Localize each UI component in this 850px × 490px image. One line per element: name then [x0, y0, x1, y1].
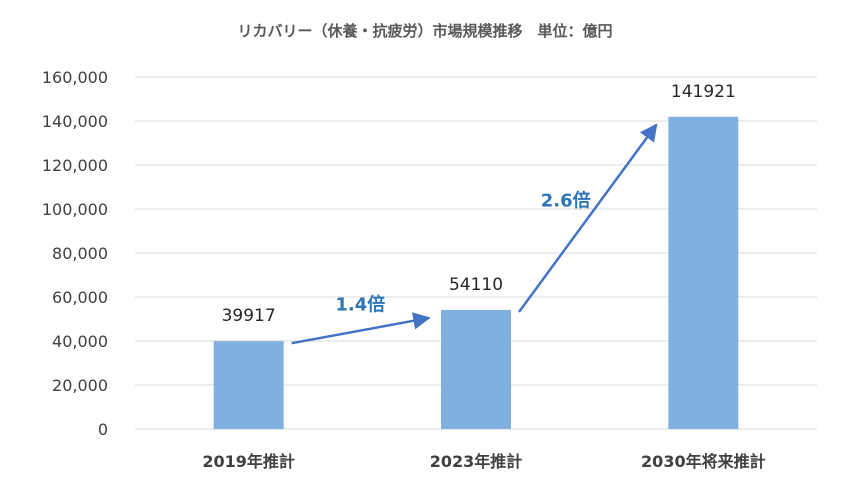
growth-arrow	[291, 312, 431, 345]
y-tick-label: 0	[98, 420, 108, 439]
y-tick-label: 80,000	[52, 244, 108, 263]
data-label: 54110	[449, 275, 503, 295]
x-axis-ticks: 2019年推計 2023年推計 2030年将来推計	[202, 452, 765, 471]
data-labels: 39917 54110 141921	[222, 82, 736, 326]
x-tick-label: 2030年将来推計	[641, 452, 766, 471]
bar	[441, 309, 511, 429]
bars	[213, 116, 739, 429]
chart-title: リカバリー（休養・抗疲労）市場規模推移 単位：億円	[237, 22, 612, 40]
data-label: 141921	[671, 82, 736, 102]
y-tick-label: 120,000	[42, 156, 108, 175]
bar	[668, 116, 739, 429]
y-axis-ticks: 0 20,000 40,000 60,000 80,000 100,000 120,000 1…	[42, 68, 108, 439]
bar	[213, 341, 284, 429]
y-tick-label: 60,000	[52, 288, 108, 307]
growth-arrow	[517, 123, 658, 313]
x-tick-label: 2019年推計	[202, 452, 295, 471]
x-tick-label: 2023年推計	[430, 452, 523, 471]
y-tick-label: 140,000	[42, 112, 108, 131]
y-tick-label: 20,000	[52, 376, 108, 395]
growth-arrows: 1.4倍 2.6倍	[291, 123, 658, 345]
growth-multiplier-label: 1.4倍	[335, 294, 385, 316]
data-label: 39917	[222, 306, 276, 326]
y-tick-label: 100,000	[42, 200, 108, 219]
growth-multiplier-label: 2.6倍	[541, 189, 591, 211]
y-tick-label: 40,000	[52, 332, 108, 351]
y-tick-label: 160,000	[42, 68, 108, 87]
